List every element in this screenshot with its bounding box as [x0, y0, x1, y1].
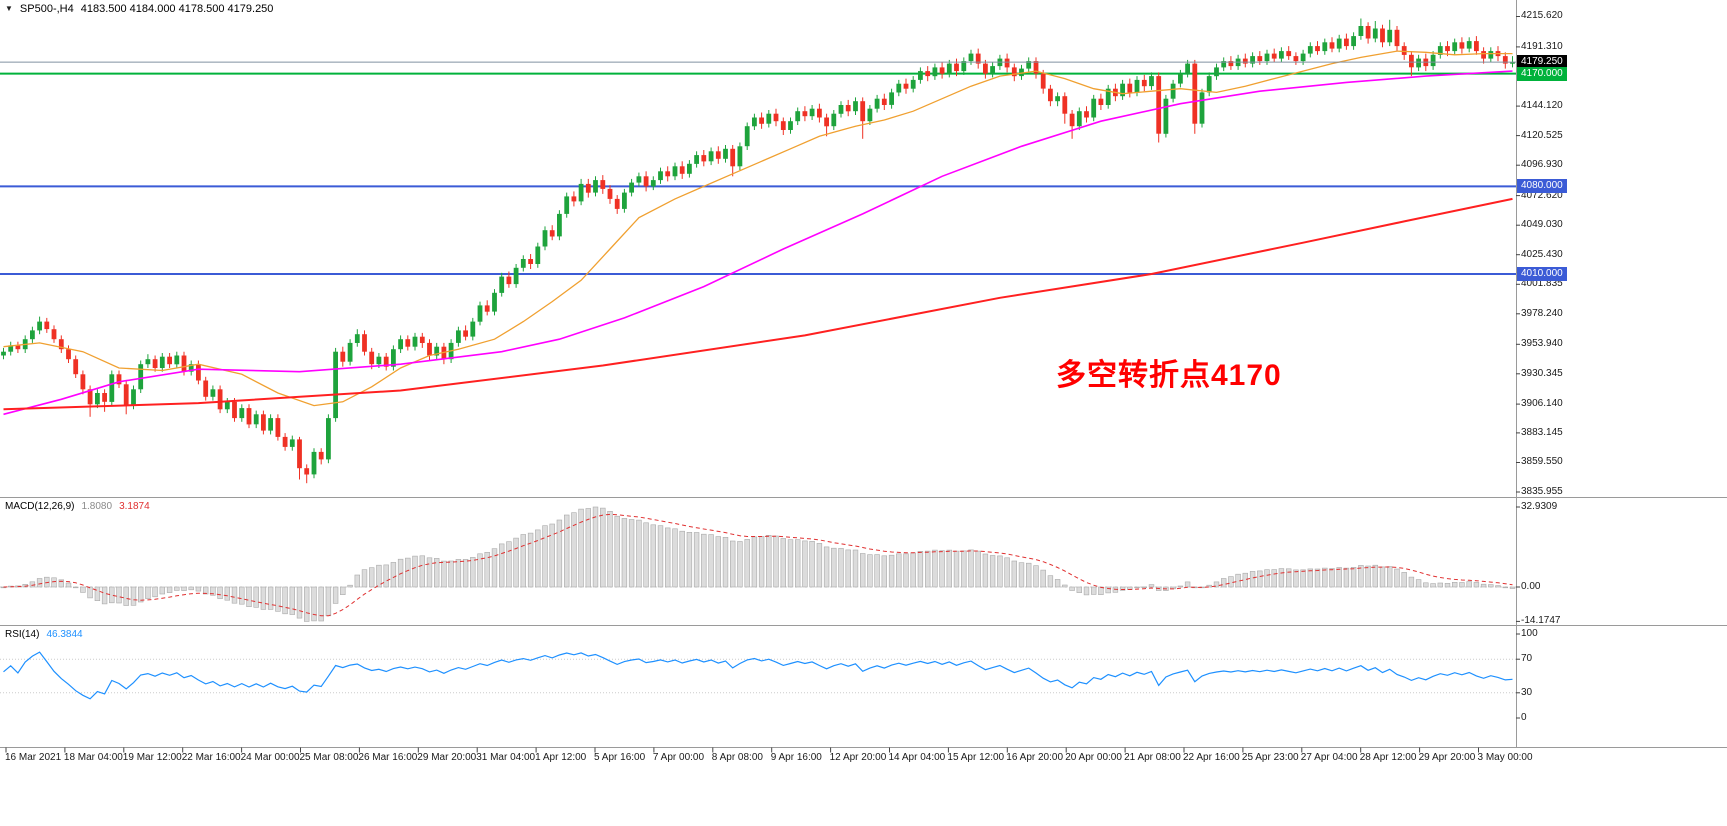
- chart-annotation-text[interactable]: 多空转折点4170: [1056, 359, 1282, 392]
- time-axis-label: 3 May 00:00: [1477, 752, 1533, 763]
- time-axis-label: 26 Mar 16:00: [358, 752, 418, 763]
- price-axis-label: 3978.240: [1521, 307, 1563, 319]
- time-axis-label: 27 Apr 04:00: [1300, 752, 1358, 763]
- time-axis-label: 22 Mar 16:00: [181, 752, 241, 763]
- rsi-axis-label: 70: [1521, 653, 1533, 665]
- price-axis-label: 4191.310: [1521, 40, 1563, 52]
- macd-main-value: 1.8080: [81, 501, 113, 512]
- macd-signal-value: 3.1874: [119, 501, 150, 512]
- macd-title: MACD(12,26,9): [5, 501, 75, 512]
- time-axis-label: 16 Apr 20:00: [1006, 752, 1064, 763]
- price-axis-label: 3859.550: [1521, 456, 1563, 468]
- price-axis[interactable]: 4215.620 4191.310 4144.120 4120.525 4096.930…: [1516, 0, 1727, 747]
- time-axis-label: 7 Apr 00:00: [652, 752, 705, 763]
- time-axis-label: 22 Apr 16:00: [1183, 752, 1240, 763]
- time-axis-label: 25 Apr 23:00: [1241, 752, 1299, 763]
- price-axis-label: 4072.620: [1521, 189, 1563, 201]
- hline-price-tag: 4170.000: [1517, 66, 1567, 81]
- rsi-axis-label: 0: [1521, 712, 1527, 723]
- rsi-value: 46.3844: [46, 629, 83, 640]
- time-axis-label: 9 Apr 16:00: [770, 752, 822, 763]
- time-axis-label: 18 Mar 04:00: [63, 752, 123, 763]
- price-axis-label: 3835.955: [1521, 486, 1563, 498]
- hline-price-tag: 4010.000: [1517, 267, 1567, 281]
- rsi-indicator-header: RSI(14) 46.3844: [5, 629, 83, 640]
- time-axis-label: 14 Apr 04:00: [888, 752, 946, 763]
- time-axis[interactable]: 16 Mar 2021 18 Mar 04:00 19 Mar 12:00 22 Ma…: [0, 748, 1727, 774]
- symbol-timeframe-label: SP500-,H4: [19, 3, 74, 15]
- price-axis-label: 3906.140: [1521, 398, 1563, 410]
- time-axis-label: 21 Apr 08:00: [1124, 752, 1181, 763]
- price-axis-label: 3883.145: [1521, 426, 1563, 438]
- price-axis-label: 4096.930: [1521, 159, 1563, 171]
- time-axis-label: 16 Mar 2021: [5, 752, 62, 763]
- macd-axis-label: 32.9309: [1521, 501, 1558, 512]
- price-axis-label: 4144.120: [1521, 100, 1563, 112]
- time-axis-label: 24 Mar 00:00: [240, 752, 300, 763]
- macd-axis-label: 0.00: [1521, 581, 1541, 592]
- time-axis-label: 20 Apr 00:00: [1065, 752, 1122, 763]
- rsi-title: RSI(14): [5, 629, 40, 640]
- time-axis-label: 5 Apr 16:00: [594, 752, 646, 763]
- time-axis-label: 28 Apr 12:00: [1359, 752, 1417, 763]
- price-axis-label: 4025.430: [1521, 248, 1563, 260]
- time-axis-label: 8 Apr 08:00: [711, 752, 763, 763]
- time-axis-label: 31 Mar 04:00: [476, 752, 536, 763]
- current-price-tag: 4179.250: [1517, 55, 1567, 70]
- rsi-axis-label: 100: [1521, 628, 1538, 639]
- time-axis-label: 29 Mar 20:00: [417, 752, 477, 763]
- macd-indicator-header: MACD(12,26,9) 1.8080 3.1874: [5, 501, 150, 512]
- price-axis-label: 3953.940: [1521, 338, 1563, 350]
- price-axis-label: 4215.620: [1521, 10, 1563, 22]
- hline-price-tag: 4080.000: [1517, 179, 1567, 194]
- macd-axis-label: -14.1747: [1521, 615, 1561, 627]
- time-axis-label: 29 Apr 20:00: [1418, 752, 1476, 763]
- time-axis-label: 12 Apr 20:00: [829, 752, 887, 763]
- rsi-axis-label: 30: [1521, 686, 1533, 698]
- symbol-dropdown-icon[interactable]: ▼: [5, 4, 13, 13]
- quote-ohlc-values: 4183.500 4184.000 4178.500 4179.250: [80, 3, 274, 15]
- time-axis-label: 1 Apr 12:00: [535, 752, 587, 763]
- chart-quote-header: ▼ SP500-,H4 4183.500 4184.000 4178.500 4…: [5, 3, 273, 15]
- price-axis-label: 3930.345: [1521, 367, 1563, 379]
- price-axis-label: 4120.525: [1521, 129, 1563, 141]
- time-axis-label: 15 Apr 12:00: [947, 752, 1005, 763]
- price-axis-label: 4049.030: [1521, 219, 1563, 231]
- time-axis-label: 25 Mar 08:00: [299, 752, 359, 763]
- time-axis-label: 19 Mar 12:00: [122, 752, 182, 763]
- price-axis-label: 4001.835: [1521, 278, 1563, 290]
